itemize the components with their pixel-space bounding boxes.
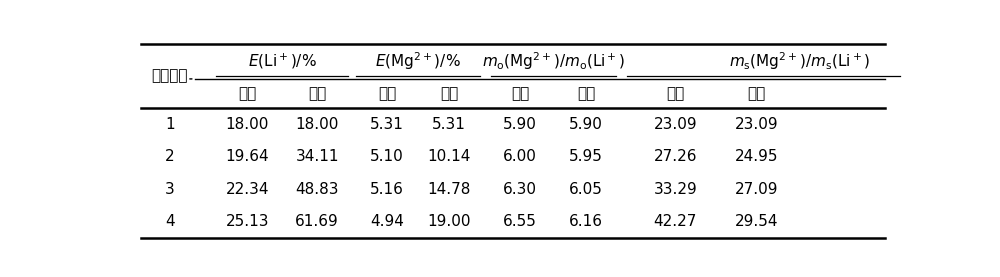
Text: $E(\mathrm{Mg}^{2+})/\%$: $E(\mathrm{Mg}^{2+})/\%$ xyxy=(375,51,461,72)
Text: $m_{\mathrm{s}}(\mathrm{Mg}^{2+})/m_{\mathrm{s}}(\mathrm{Li}^+)$: $m_{\mathrm{s}}(\mathrm{Mg}^{2+})/m_{\ma… xyxy=(729,51,870,72)
Text: 单级: 单级 xyxy=(238,86,257,101)
Text: 累积: 累积 xyxy=(748,86,766,101)
Text: 4.94: 4.94 xyxy=(370,214,404,229)
Text: 23.09: 23.09 xyxy=(653,117,697,132)
Text: 24.95: 24.95 xyxy=(735,149,778,164)
Text: 5.90: 5.90 xyxy=(569,117,603,132)
Text: 累积: 累积 xyxy=(440,86,458,101)
Text: 5.10: 5.10 xyxy=(370,149,404,164)
Text: 5.16: 5.16 xyxy=(370,182,404,197)
Text: 累积: 累积 xyxy=(577,86,595,101)
Text: 27.26: 27.26 xyxy=(654,149,697,164)
Text: 2: 2 xyxy=(165,149,175,164)
Text: 5.90: 5.90 xyxy=(503,117,537,132)
Text: 48.83: 48.83 xyxy=(295,182,339,197)
Text: 6.30: 6.30 xyxy=(503,182,537,197)
Text: 61.69: 61.69 xyxy=(295,214,339,229)
Text: 6.05: 6.05 xyxy=(569,182,603,197)
Text: 29.54: 29.54 xyxy=(735,214,778,229)
Text: 19.00: 19.00 xyxy=(427,214,471,229)
Text: 1: 1 xyxy=(165,117,175,132)
Text: 19.64: 19.64 xyxy=(226,149,269,164)
Text: $E(\mathrm{Li}^+)/\%$: $E(\mathrm{Li}^+)/\%$ xyxy=(248,52,317,71)
Text: 单级: 单级 xyxy=(378,86,396,101)
Text: 27.09: 27.09 xyxy=(735,182,778,197)
Text: 5.31: 5.31 xyxy=(370,117,404,132)
Text: 25.13: 25.13 xyxy=(226,214,269,229)
Text: 6.16: 6.16 xyxy=(569,214,603,229)
Text: $m_{\mathrm{o}}(\mathrm{Mg}^{2+})/m_{\mathrm{o}}(\mathrm{Li}^+)$: $m_{\mathrm{o}}(\mathrm{Mg}^{2+})/m_{\ma… xyxy=(482,51,625,72)
Text: 10.14: 10.14 xyxy=(427,149,471,164)
Text: 22.34: 22.34 xyxy=(226,182,269,197)
Text: 42.27: 42.27 xyxy=(654,214,697,229)
Text: 23.09: 23.09 xyxy=(735,117,778,132)
Text: 3: 3 xyxy=(165,182,175,197)
Text: 18.00: 18.00 xyxy=(226,117,269,132)
Text: 单级: 单级 xyxy=(511,86,529,101)
Text: 6.00: 6.00 xyxy=(503,149,537,164)
Text: 萨取级数: 萨取级数 xyxy=(152,68,188,83)
Text: 6.55: 6.55 xyxy=(503,214,537,229)
Text: 累积: 累积 xyxy=(308,86,326,101)
Text: 34.11: 34.11 xyxy=(295,149,339,164)
Text: 5.95: 5.95 xyxy=(569,149,603,164)
Text: 18.00: 18.00 xyxy=(296,117,339,132)
Text: 单级: 单级 xyxy=(666,86,684,101)
Text: 33.29: 33.29 xyxy=(653,182,697,197)
Text: 5.31: 5.31 xyxy=(432,117,466,132)
Text: 4: 4 xyxy=(165,214,175,229)
Text: 14.78: 14.78 xyxy=(427,182,471,197)
